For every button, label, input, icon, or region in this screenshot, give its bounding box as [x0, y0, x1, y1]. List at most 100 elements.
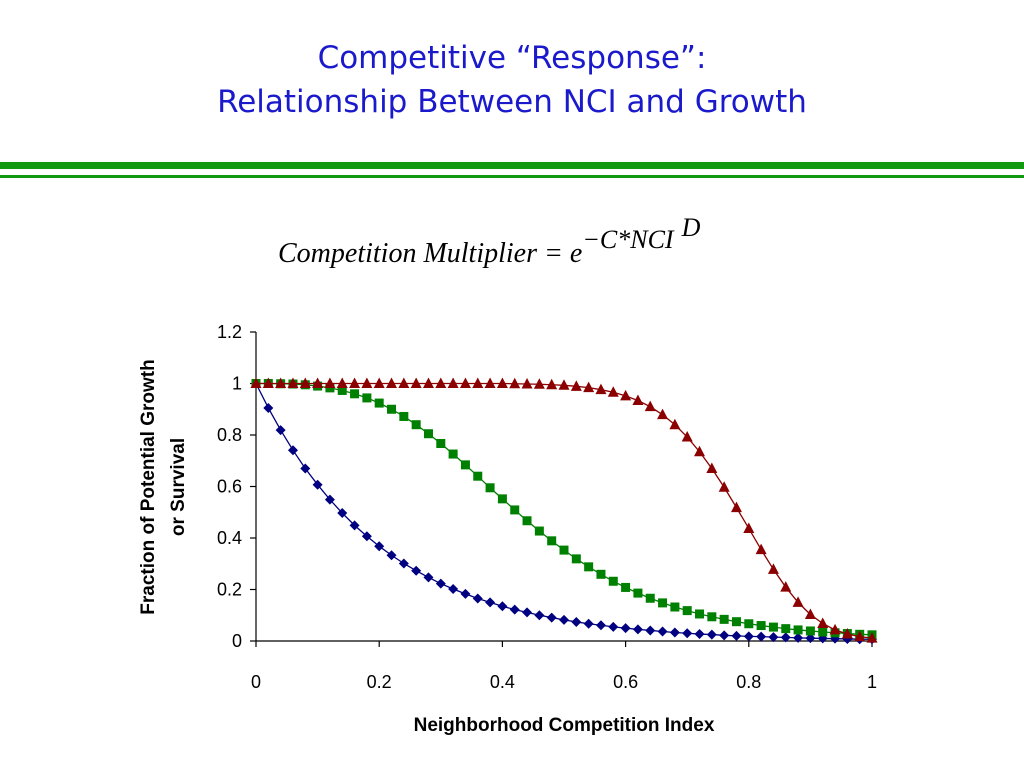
data-point-square	[781, 624, 791, 634]
data-point-diamond	[719, 630, 730, 641]
data-point-triangle	[533, 378, 545, 389]
data-point-triangle	[620, 389, 632, 401]
data-point-triangle	[644, 400, 656, 412]
data-point-diamond	[435, 578, 446, 589]
data-point-square	[497, 494, 507, 504]
data-point-square	[584, 562, 594, 572]
data-point-diamond	[595, 620, 606, 631]
data-point-triangle	[410, 377, 422, 388]
data-point-triangle	[792, 596, 804, 607]
data-point-triangle	[496, 377, 508, 388]
data-point-triangle	[287, 377, 299, 388]
data-point-diamond	[534, 610, 545, 621]
y-axis-title-line-2: or Survival	[168, 438, 189, 536]
title-line-2: Relationship Between NCI and Growth	[217, 84, 807, 120]
data-point-square	[658, 598, 668, 608]
data-point-square	[818, 627, 828, 637]
data-point-square	[399, 411, 409, 421]
data-point-diamond	[460, 588, 471, 599]
data-point-diamond	[559, 614, 569, 625]
data-point-triangle	[669, 418, 681, 430]
data-point-diamond	[374, 541, 385, 552]
data-point-triangle	[484, 377, 496, 388]
data-point-square	[547, 536, 557, 546]
data-point-diamond	[361, 531, 372, 542]
data-point-square	[670, 602, 680, 612]
data-point-diamond	[706, 629, 717, 640]
data-point-triangle	[299, 377, 311, 388]
data-point-triangle	[250, 377, 262, 388]
data-point-triangle	[780, 581, 792, 592]
series-line	[256, 382, 873, 639]
data-point-triangle	[386, 377, 398, 388]
data-point-triangle	[546, 378, 558, 390]
data-point-triangle	[275, 377, 287, 388]
chart-series	[250, 377, 878, 645]
data-point-diamond	[731, 630, 742, 641]
data-point-diamond	[386, 550, 397, 561]
data-point-square	[374, 398, 384, 408]
data-point-diamond	[522, 607, 533, 618]
data-point-diamond	[497, 601, 508, 612]
data-point-square	[522, 516, 532, 526]
data-point-square	[756, 621, 766, 631]
data-point-triangle	[324, 377, 336, 388]
data-point-triangle	[472, 377, 484, 388]
series-square	[251, 379, 877, 640]
data-point-triangle	[694, 445, 706, 457]
data-point-triangle	[447, 377, 459, 388]
data-point-diamond	[349, 520, 360, 531]
data-point-diamond	[657, 626, 668, 637]
data-point-triangle	[336, 377, 348, 388]
data-point-square	[695, 609, 705, 619]
data-point-diamond	[768, 632, 779, 643]
data-point-triangle	[349, 377, 361, 388]
data-point-triangle	[558, 379, 570, 390]
x-tick-label: 0	[251, 672, 261, 692]
data-point-diamond	[275, 425, 286, 436]
data-point-triangle	[866, 632, 878, 643]
data-point-triangle	[767, 563, 779, 574]
data-point-diamond	[300, 463, 311, 474]
data-point-triangle	[262, 377, 274, 388]
data-point-square	[731, 617, 741, 627]
data-point-triangle	[422, 377, 434, 388]
data-point-square	[633, 588, 643, 598]
data-point-triangle	[570, 380, 582, 391]
data-point-square	[411, 420, 421, 430]
data-point-triangle	[521, 378, 533, 389]
data-point-diamond	[398, 558, 409, 569]
data-point-square	[559, 545, 569, 555]
x-axis-title: Neighborhood Competition Index	[414, 715, 715, 736]
formula-power: D	[681, 213, 701, 242]
data-point-square	[387, 404, 397, 414]
data-point-square	[485, 483, 495, 493]
x-tick-label: 0.4	[490, 672, 515, 692]
data-point-square	[337, 385, 347, 395]
data-point-square	[682, 606, 692, 616]
formula: Competition Multiplier = e−C*NCI D	[278, 213, 700, 270]
formula-equals: =	[544, 238, 563, 269]
data-point-diamond	[682, 628, 693, 639]
title-divider-thin	[0, 175, 1024, 178]
data-point-square	[448, 449, 458, 459]
data-point-triangle	[583, 381, 595, 393]
data-point-diamond	[411, 565, 422, 576]
formula-base: e	[569, 238, 583, 269]
data-point-diamond	[472, 593, 483, 604]
data-point-square	[719, 614, 729, 624]
series-line	[255, 383, 872, 640]
series-line	[256, 382, 873, 636]
data-point-diamond	[583, 618, 594, 629]
slide-title: Competitive “Response”: Relationship Bet…	[0, 36, 1024, 124]
data-point-triangle	[459, 377, 471, 388]
y-tick-label: 0.8	[217, 425, 242, 445]
data-point-diamond	[805, 633, 816, 644]
y-axis-title-line-1: Fraction of Potential Growth	[138, 359, 159, 614]
data-point-diamond	[743, 631, 754, 642]
data-point-square	[805, 626, 815, 636]
x-tick-label: 0.2	[367, 672, 392, 692]
data-point-diamond	[485, 597, 496, 608]
data-point-square	[473, 471, 483, 481]
